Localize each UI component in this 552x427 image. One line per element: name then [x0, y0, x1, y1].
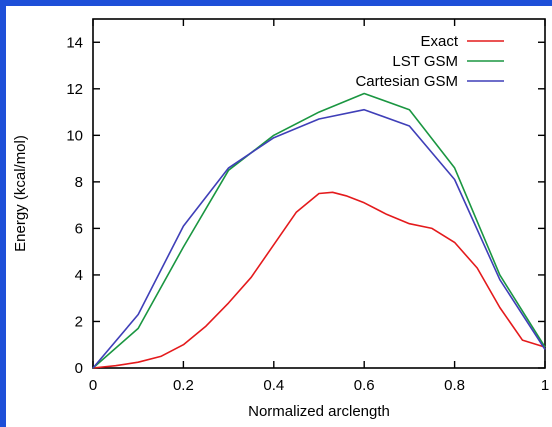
legend-label-lst-gsm: LST GSM [392, 53, 458, 70]
series-line-exact [92, 191, 546, 369]
legend: Exact LST GSM Cartesian GSM [355, 33, 504, 90]
x-tick-label: 0 [89, 377, 97, 394]
legend-label-cartesian-gsm: Cartesian GSM [355, 73, 458, 90]
y-axis-title: Energy (kcal/mol) [12, 135, 29, 252]
y-tick-label: 0 [75, 360, 83, 377]
x-tick-label: 0.6 [354, 377, 375, 394]
y-tick-label: 14 [66, 34, 83, 51]
y-tick-label: 8 [75, 174, 83, 191]
y-tick-label: 10 [66, 127, 83, 144]
series-layer [92, 92, 546, 369]
x-axis-title: Normalized arclength [248, 403, 390, 420]
series-line-cartesian-gsm [92, 108, 546, 369]
y-tick-label: 4 [75, 267, 83, 284]
y-tick-label: 2 [75, 313, 83, 330]
plot-area [92, 18, 546, 369]
x-tick-label: 1 [541, 377, 549, 394]
legend-label-exact: Exact [420, 33, 458, 50]
x-tick-label: 0.8 [444, 377, 465, 394]
series-line-lst-gsm [92, 92, 546, 369]
chart-frame: 0 0.2 0.4 0.6 0.8 1 0 2 4 6 8 10 12 14 Exact LST GSM C… [6, 6, 552, 427]
plot-border [92, 18, 546, 369]
y-axis: 0 2 4 6 8 10 12 14 [66, 34, 545, 377]
y-tick-label: 6 [75, 220, 83, 237]
line-chart: 0 0.2 0.4 0.6 0.8 1 0 2 4 6 8 10 12 14 Exact LST GSM C… [12, 18, 549, 420]
x-axis: 0 0.2 0.4 0.6 0.8 1 [89, 19, 549, 394]
x-tick-label: 0.2 [173, 377, 194, 394]
x-tick-label: 0.4 [263, 377, 284, 394]
y-tick-label: 12 [66, 81, 83, 98]
